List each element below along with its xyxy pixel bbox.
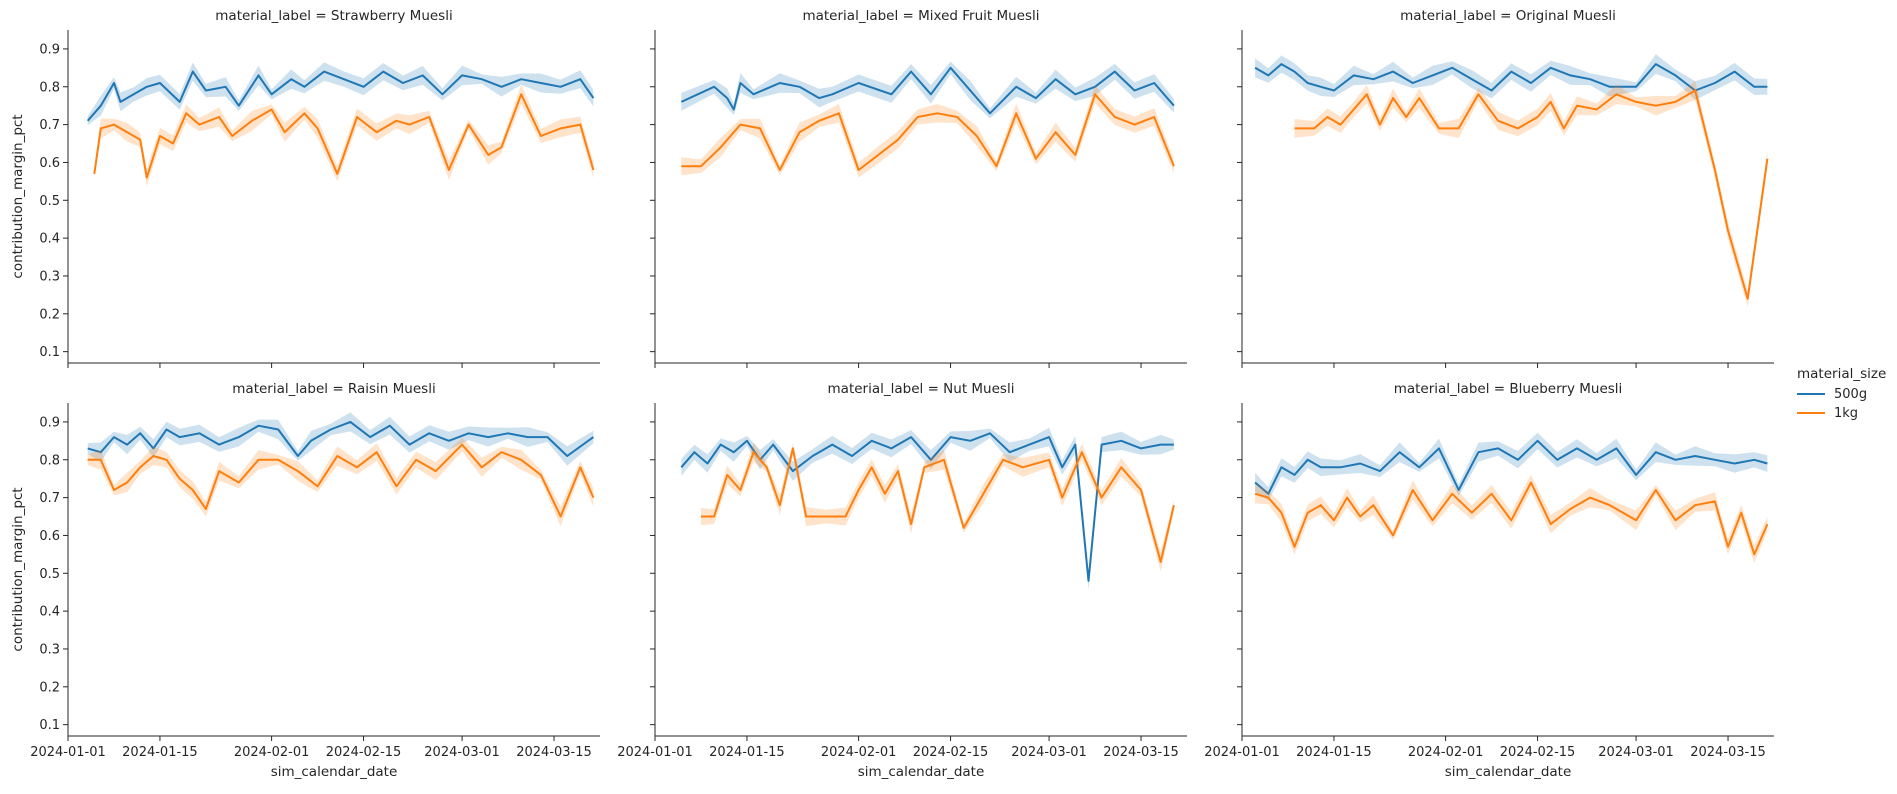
x-tick-label: 2024-01-01 [617,745,693,760]
series-band-500g [87,412,594,466]
facet-title: material_label = Blueberry Muesli [1394,381,1623,397]
legend-label: 500g [1834,387,1867,402]
y-tick-label: 0.4 [39,605,60,620]
y-tick-label: 0.6 [39,529,60,544]
facet-panel: material_label = Mixed Fruit Muesli [650,8,1187,368]
y-tick-label: 0.7 [39,118,60,133]
facet-title: material_label = Mixed Fruit Muesli [802,8,1039,24]
x-tick-label: 2024-02-15 [326,745,402,760]
series-line-1kg [1254,481,1769,556]
y-axis-label: contribution_margin_pct [10,487,26,651]
x-tick-label: 2024-03-01 [1598,745,1674,760]
x-tick-label: 2024-03-01 [424,745,500,760]
series-line-500g [680,432,1174,582]
series-line-1kg [87,443,595,518]
facet-panel: material_label = Blueberry Muesli 2024-01… [1204,381,1774,780]
legend-label: 1kg [1834,406,1858,421]
series-band-500g [681,427,1174,590]
y-tick-label: 0.3 [39,642,60,657]
y-tick-label: 0.9 [39,415,60,430]
series-line-500g [87,420,594,457]
x-tick-label: 2024-03-01 [1011,745,1087,760]
y-tick-label: 0.8 [39,453,60,468]
y-tick-label: 0.1 [39,345,60,360]
x-tick-label: 2024-01-15 [122,745,198,760]
y-tick-label: 0.2 [39,307,60,322]
y-tick-label: 0.9 [39,42,60,57]
facet-panel: material_label = Raisin Muesli 0.1 0.2 0.3 0… [10,381,600,780]
legend: material_size 500g 1kg [1797,366,1886,421]
x-tick-label: 2024-03-15 [1690,745,1766,760]
y-tick-label: 0.6 [39,156,60,171]
x-axis-label: sim_calendar_date [1445,764,1572,780]
series-line-500g [1254,63,1768,92]
series-band-500g [1255,432,1768,501]
series-line-1kg [1294,89,1769,300]
x-tick-label: 2024-01-15 [1296,745,1372,760]
facet-panel: material_label = Strawberry Muesli 0.1 0.2… [10,8,600,368]
x-tick-label: 2024-01-15 [709,745,785,760]
y-tick-label: 0.1 [39,718,60,733]
series-band-1kg [87,437,594,527]
facet-title: material_label = Strawberry Muesli [215,8,452,24]
series-band-1kg [94,84,594,187]
y-tick-label: 0.3 [39,269,60,284]
legend-title: material_size [1797,366,1886,382]
series-line-500g [86,70,595,122]
facet-panel: material_label = Original Muesli [1237,8,1774,368]
y-tick-label: 0.8 [39,80,60,95]
series-line-500g [1254,439,1768,495]
y-tick-label: 0.5 [39,567,60,582]
series-band-1kg [1294,81,1768,307]
x-tick-label: 2024-02-15 [1500,745,1576,760]
series-band-500g [1255,54,1768,100]
series-line-1kg [93,93,595,179]
x-tick-label: 2024-01-01 [30,745,106,760]
x-tick-label: 2024-01-01 [1204,745,1280,760]
x-tick-label: 2024-02-15 [913,745,989,760]
y-tick-label: 0.7 [39,491,60,506]
x-tick-label: 2024-02-01 [234,745,310,760]
x-tick-label: 2024-02-01 [1408,745,1484,760]
facet-panel: material_label = Nut Muesli 2024-01-01 202… [617,381,1187,780]
x-tick-label: 2024-02-01 [821,745,897,760]
facet-title: material_label = Original Muesli [1400,8,1616,24]
y-tick-label: 0.5 [39,194,60,209]
y-tick-label: 0.4 [39,232,60,247]
y-axis-label: contribution_margin_pct [10,114,26,278]
series-band-500g [87,62,594,126]
series-line-1kg [681,93,1175,171]
y-tick-label: 0.2 [39,680,60,695]
facet-title: material_label = Raisin Muesli [232,381,435,397]
x-tick-label: 2024-03-15 [516,745,592,760]
facet-title: material_label = Nut Muesli [828,381,1015,397]
x-tick-label: 2024-03-15 [1103,745,1179,760]
x-axis-label: sim_calendar_date [858,764,985,780]
series-band-1kg [701,442,1174,572]
x-axis-label: sim_calendar_date [271,764,398,780]
series-line-500g [680,66,1175,115]
series-line-1kg [701,447,1175,563]
